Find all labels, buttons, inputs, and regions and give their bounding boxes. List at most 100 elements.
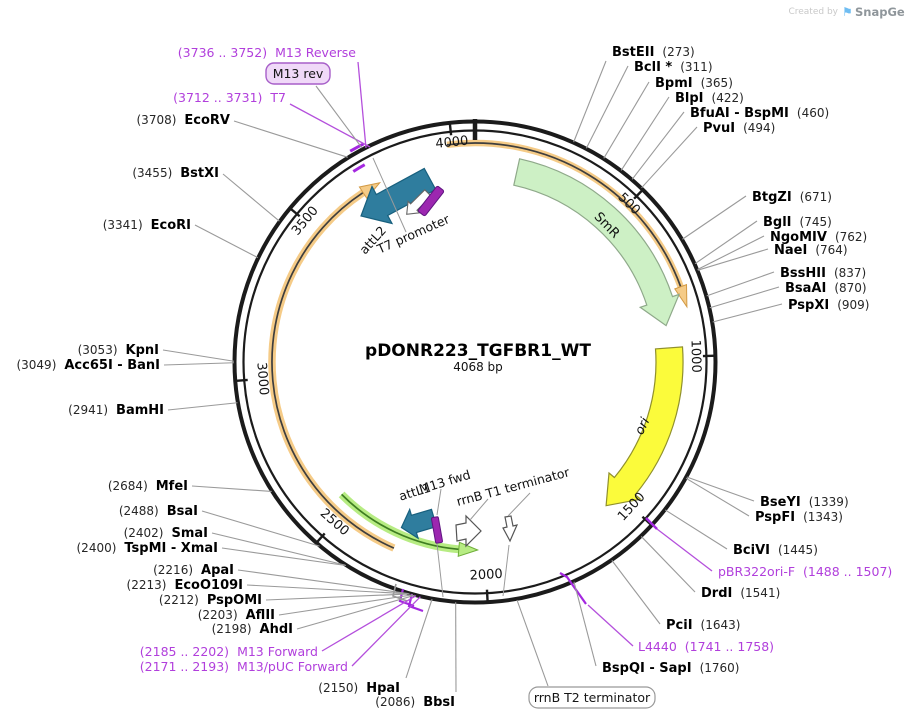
site-bspqi-sapi: BspQI - SapI (1760) — [573, 581, 739, 676]
site-tspmi-xmai: (2400) TspMI - XmaI — [77, 541, 346, 567]
site-label: (2488) BsaI — [119, 504, 198, 519]
site-leader — [709, 286, 780, 309]
m13-fwd-ring-leader — [436, 543, 444, 598]
site-m13-forward: (2185 .. 2202) M13 Forward — [140, 595, 417, 659]
site-label: (2941) BamHI — [68, 403, 164, 418]
site-label: (2400) TspMI - XmaI — [77, 541, 219, 556]
site-leader — [686, 476, 755, 502]
site-label: (3053) KpnI — [78, 343, 159, 358]
rrnb-t1-leader-1 — [469, 498, 489, 521]
site-leader — [587, 604, 634, 647]
site-label: (2684) MfeI — [108, 479, 188, 494]
site-ecori: (3341) EcoRI — [103, 218, 259, 259]
site-label: BspQI - SapI (1760) — [602, 661, 739, 676]
site-bgli: BglI (745) — [694, 215, 832, 265]
site-leader — [289, 103, 371, 148]
site-leader — [697, 235, 765, 271]
site-leader — [296, 594, 415, 630]
site-leader — [163, 362, 235, 366]
interior-label-leaders — [372, 157, 531, 598]
site-leader — [351, 596, 421, 667]
snapgene-flag-icon: ⚑ — [842, 5, 853, 19]
orf-arc-green-centerline — [340, 493, 459, 551]
site-label: (3712 .. 3731) T7 — [173, 90, 286, 105]
site-label: (2150) HpaI — [318, 681, 400, 696]
m13-rev-ring-mark-inner — [352, 163, 366, 173]
site-label: BtgZI (671) — [752, 190, 832, 205]
site-leader — [641, 126, 698, 189]
site-leader — [265, 593, 410, 601]
site-blpi: BlpI (422) — [620, 91, 744, 171]
m13-rev-box-bg — [265, 62, 331, 85]
site-leader — [682, 195, 747, 240]
site-kpni: (3053) KpnI — [78, 343, 235, 362]
site-label: (2213) EcoO109I — [127, 578, 243, 593]
site-leader — [640, 536, 696, 593]
site-label: L4440 (1741 .. 1758) — [638, 639, 774, 654]
site-t7: (3712 .. 3731) T7 — [173, 90, 371, 148]
site-leader — [211, 532, 346, 566]
site-leader — [656, 528, 713, 572]
site-bamhi: (2941) BamHI — [68, 402, 238, 418]
site-leader — [162, 349, 235, 362]
site-label: (2402) SmaI — [124, 526, 208, 541]
site-label: (2185 .. 2202) M13 Forward — [140, 644, 318, 659]
site-aflii: (2203) AflII — [198, 594, 413, 623]
site-label: (3708) EcoRV — [137, 113, 231, 128]
rrnb-t1-arrow-1 — [455, 514, 482, 548]
smr-arrow — [513, 158, 681, 327]
rrnb-t2-box-text: rrnB T2 terminator — [534, 690, 651, 705]
tick-label-2000: 2000 — [469, 567, 503, 584]
m13-rev-box-text: M13 rev — [273, 66, 324, 81]
site-leader — [357, 61, 367, 149]
site-leader — [685, 477, 750, 517]
site-naei: NaeI (764) — [697, 243, 848, 271]
site-label: PspFI (1343) — [755, 510, 843, 525]
site-m13-puc-forward: (2171 .. 2193) M13/pUC Forward — [140, 596, 421, 674]
site-label: BssHII (837) — [780, 266, 866, 281]
pbr322ori-f-primer-mark — [645, 517, 658, 530]
site-pspfi: PspFI (1343) — [685, 477, 843, 525]
tick-3500 — [288, 207, 301, 218]
site-leader — [611, 560, 661, 625]
site-leader — [321, 595, 417, 652]
site-leader — [194, 224, 259, 259]
site-smai: (2402) SmaI — [124, 526, 346, 566]
site-hpai: (2150) HpaI — [318, 598, 433, 696]
site-ecorv: (3708) EcoRV — [137, 113, 348, 158]
m13-rev-boxed-label: M13 rev — [265, 62, 363, 149]
site-leader — [603, 81, 650, 159]
site-pspxi: PspXI (909) — [712, 298, 869, 323]
site-label: (2171 .. 2193) M13/pUC Forward — [140, 659, 348, 674]
site-ahdi: (2198) AhdI — [212, 594, 415, 637]
site-label: (2198) AhdI — [212, 622, 293, 637]
site-bbsi: (2086) BbsI — [375, 602, 457, 710]
tick-3000 — [234, 378, 248, 383]
site-label: BclI * (311) — [634, 60, 713, 75]
site-mfei: (2684) MfeI — [108, 479, 272, 494]
site-leader — [221, 547, 346, 567]
site-leader — [167, 402, 238, 411]
rrnb-t1-arrow-2 — [502, 515, 519, 543]
site-label: pBR322ori-F (1488 .. 1507) — [718, 564, 892, 579]
site-label: BstEII (273) — [612, 45, 695, 60]
site-btgzi: BtgZI (671) — [682, 190, 832, 240]
site-label: BsaAI (870) — [785, 281, 867, 296]
site-label: PciI (1643) — [666, 618, 740, 633]
site-label: NgoMIV (762) — [770, 230, 867, 245]
site-label: BlpI (422) — [675, 91, 744, 106]
m13-rev-leader — [315, 85, 363, 149]
rrnb-t2-box-bg — [528, 686, 656, 709]
orf-arc-left-centerline — [271, 191, 395, 549]
rrnb-t1-leader-2 — [507, 492, 531, 517]
t7-promoter-box — [417, 185, 445, 217]
site-acc65i-bani: (3049) Acc65I - BanI — [16, 358, 235, 373]
site-leader — [585, 65, 629, 149]
site-label: BpmI (365) — [655, 76, 733, 91]
site-label: DrdI (1541) — [701, 586, 780, 601]
site-label: PspXI (909) — [788, 298, 869, 313]
site-label: (3736 .. 3752) M13 Reverse — [178, 45, 356, 60]
site-ngomiv: NgoMIV (762) — [697, 230, 867, 271]
m13-fwd-box — [431, 516, 443, 544]
